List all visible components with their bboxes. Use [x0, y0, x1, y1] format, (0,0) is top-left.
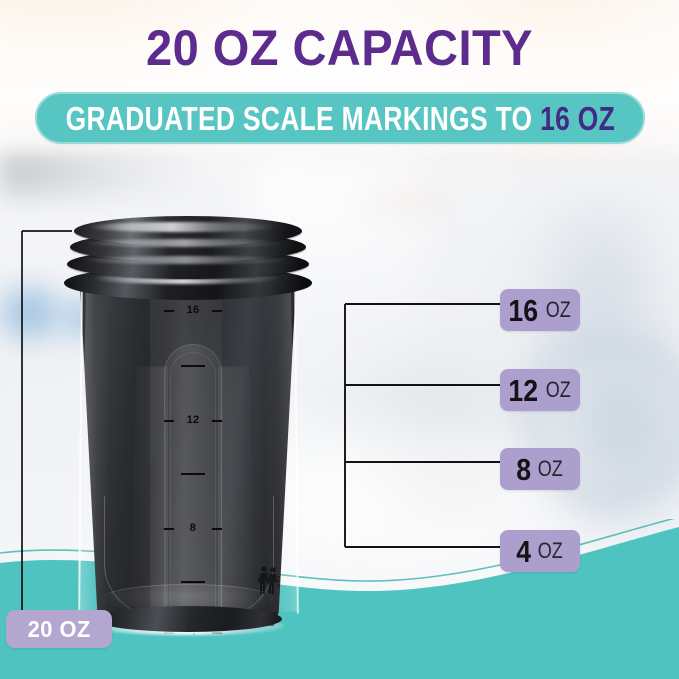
- cup-embossed-pictogram-icon: [258, 566, 280, 594]
- callout-unit: OZ: [546, 297, 572, 322]
- callout-unit: OZ: [546, 377, 572, 402]
- graduated-scale-column: [164, 344, 222, 620]
- cup-body-sheen: [150, 280, 222, 616]
- graduation-minor-bar: [181, 581, 205, 583]
- graduation-6: [164, 574, 222, 590]
- graduation-label: 16: [186, 304, 200, 316]
- callout-unit: OZ: [537, 538, 563, 563]
- callout-unit: OZ: [537, 456, 563, 481]
- graduation-label: 12: [186, 414, 200, 426]
- graduated-scale-column-inner: [170, 352, 216, 620]
- graduation-16: 16: [164, 302, 222, 318]
- graduation-tick-left: [164, 420, 174, 422]
- page-title: 20 OZ CAPACITY: [146, 20, 533, 76]
- callout-badge-12oz: 12 OZ: [500, 369, 580, 411]
- callout-badge-8oz: 8 OZ: [500, 448, 580, 490]
- graduation-8: 8: [164, 520, 222, 536]
- cup-edge-highlight-left: [78, 280, 83, 614]
- graduation-tick-left: [164, 310, 174, 312]
- blender-cup: 16 12 8 4 OZ: [62, 216, 314, 638]
- callout-badge-16oz: 16 OZ: [500, 289, 580, 331]
- cup-thread-shine-1: [88, 222, 278, 232]
- graduation-tick-left: [164, 528, 174, 530]
- graduation-tick-right: [212, 528, 222, 530]
- subtitle-accent: 16 OZ: [539, 99, 615, 137]
- graduation-label: 8: [189, 522, 197, 534]
- callout-value: 16: [508, 292, 539, 328]
- callout-value: 12: [508, 372, 539, 408]
- cup-thread-shine-2: [84, 239, 284, 247]
- graduation-10: [164, 466, 222, 482]
- graduation-14: [164, 358, 222, 374]
- subtitle-main: GRADUATED SCALE MARKINGS TO: [65, 99, 540, 137]
- cup-thread-shine-3: [82, 256, 288, 264]
- graduation-tick-right: [212, 420, 222, 422]
- cup-edge-highlight-right: [294, 280, 299, 614]
- callout-badge-4oz: 4 OZ: [500, 530, 580, 572]
- callout-value: 8: [515, 451, 531, 487]
- subtitle-text: GRADUATED SCALE MARKINGS TO 16 OZ: [65, 102, 614, 135]
- graduation-minor-bar: [181, 473, 205, 475]
- graduation-tick-right: [212, 310, 222, 312]
- subtitle-pill: GRADUATED SCALE MARKINGS TO 16 OZ: [35, 92, 645, 144]
- graduation-minor-bar: [181, 365, 205, 367]
- capacity-badge-20oz: 20 OZ: [6, 610, 112, 648]
- callout-value: 4: [515, 533, 531, 569]
- cup-base: [94, 606, 282, 632]
- graduation-12: 12: [164, 412, 222, 428]
- capacity-badge-label: 20 OZ: [27, 615, 91, 642]
